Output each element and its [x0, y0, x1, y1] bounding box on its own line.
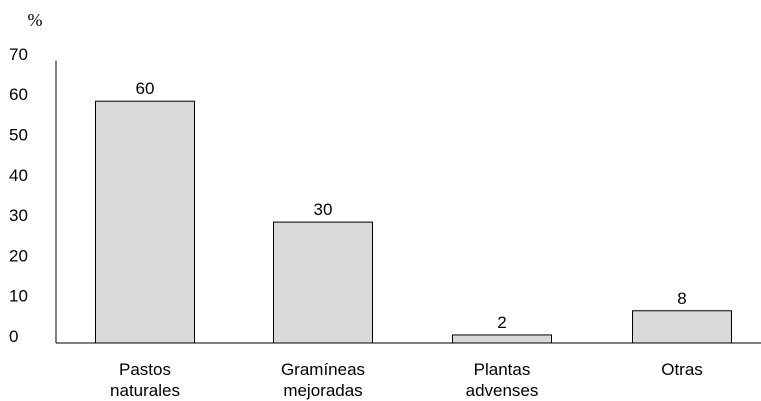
y-axis-unit-label: % — [28, 10, 43, 30]
bar-value-label: 60 — [136, 79, 155, 98]
x-category-label: Gramíneas mejoradas — [281, 360, 365, 400]
y-tick-label: 20 — [9, 246, 28, 265]
x-category-label: Otras — [661, 360, 703, 379]
bar-value-label: 30 — [314, 200, 333, 219]
bar — [95, 100, 195, 344]
x-category-label-line: Otras — [661, 360, 703, 379]
y-axis-ticks: 0 10 20 30 40 50 60 70 — [9, 45, 28, 346]
x-axis-labels: Pastos naturales Gramíneas mejoradas Plantas… — [110, 360, 703, 400]
x-category-label: Plantas advenses — [466, 360, 539, 400]
bar — [273, 221, 373, 344]
bar — [632, 310, 732, 344]
x-category-label-line: advenses — [466, 381, 539, 400]
x-category-label-line: Pastos — [119, 360, 171, 379]
bar-value-label: 2 — [497, 313, 506, 332]
y-tick-label: 60 — [9, 85, 28, 104]
x-category-label-line: naturales — [110, 381, 180, 400]
x-category-label-line: mejoradas — [283, 381, 362, 400]
x-category-label-line: Plantas — [474, 360, 531, 379]
x-category-label-line: Gramíneas — [281, 360, 365, 379]
bar-value-label: 8 — [677, 289, 686, 308]
x-category-label: Pastos naturales — [110, 360, 180, 400]
bar — [452, 334, 552, 344]
y-tick-label: 50 — [9, 126, 28, 145]
bars: 60 30 2 8 — [95, 79, 732, 344]
y-tick-label: 40 — [9, 166, 28, 185]
y-tick-label: 10 — [9, 287, 28, 306]
y-tick-label: 30 — [9, 206, 28, 225]
y-tick-label: 0 — [9, 327, 18, 346]
y-tick-label: 70 — [9, 45, 28, 64]
